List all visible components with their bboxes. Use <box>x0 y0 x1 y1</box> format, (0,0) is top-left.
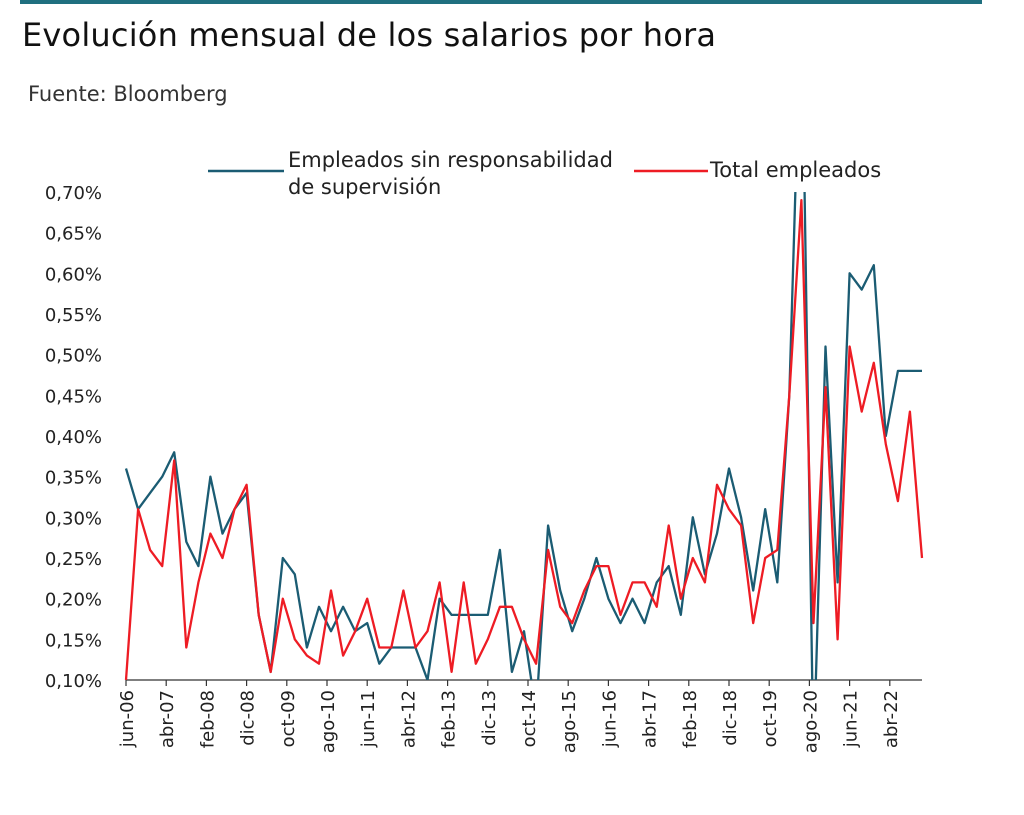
chart-title: Evolución mensual de los salarios por ho… <box>22 16 717 54</box>
x-tick-label: oct-09 <box>278 690 299 747</box>
x-tick-label: ago-20 <box>800 690 821 753</box>
x-tick-label: dic-18 <box>720 690 741 746</box>
x-tick-label: dic-08 <box>238 690 259 746</box>
x-tick-label: ago-10 <box>318 690 339 753</box>
x-tick-label: feb-13 <box>439 690 460 748</box>
top-accent-rule <box>20 0 982 4</box>
x-tick-label: abr-17 <box>640 690 661 748</box>
y-tick-label: 0,45% <box>45 386 102 407</box>
y-tick-label: 0,55% <box>45 305 102 326</box>
x-tick-label: jun-06 <box>117 690 138 748</box>
series-line-2 <box>124 198 924 680</box>
x-tick-label: oct-19 <box>760 690 781 747</box>
y-tick-label: 0,40% <box>45 427 102 448</box>
x-tick-label: ago-15 <box>559 690 580 753</box>
y-tick-label: 0,65% <box>45 224 102 245</box>
y-tick-label: 0,30% <box>45 508 102 529</box>
y-tick-label: 0,10% <box>45 671 102 692</box>
x-tick-label: abr-12 <box>398 690 419 748</box>
x-tick-label: feb-08 <box>197 690 218 748</box>
x-tick-label: feb-18 <box>680 690 701 748</box>
series-line-1 <box>124 192 922 680</box>
legend-label-1: Empleados sin responsabilidad de supervis… <box>288 148 613 199</box>
x-tick-label: jun-21 <box>841 690 862 748</box>
x-tick-label: abr-22 <box>881 690 902 748</box>
x-tick-label: dic-13 <box>479 690 500 746</box>
x-tick-label: oct-14 <box>519 690 540 747</box>
y-tick-label: 0,50% <box>45 346 102 367</box>
legend-label-2: Total empleados <box>709 158 881 182</box>
x-tick-label: jun-11 <box>358 690 379 748</box>
y-tick-label: 0,60% <box>45 264 102 285</box>
y-tick-label: 0,25% <box>45 549 102 570</box>
y-tick-label: 0,70% <box>45 183 102 204</box>
x-tick-label: abr-07 <box>157 690 178 748</box>
plot-area <box>124 192 924 680</box>
y-tick-label: 0,35% <box>45 468 102 489</box>
chart-source: Fuente: Bloomberg <box>28 82 228 106</box>
x-axis: jun-06 abr-07 feb-08 dic-08 oct-09 ago-10 jun-… <box>117 679 922 753</box>
y-tick-label: 0,15% <box>45 630 102 651</box>
y-axis: 0,10% 0,15% 0,20% 0,25% 0,30% 0,35% 0,40% 0,45%… <box>45 183 102 692</box>
legend: Empleados sin responsabilidad de supervis… <box>208 148 881 199</box>
y-tick-label: 0,20% <box>45 590 102 611</box>
x-tick-label: jun-16 <box>599 690 620 748</box>
